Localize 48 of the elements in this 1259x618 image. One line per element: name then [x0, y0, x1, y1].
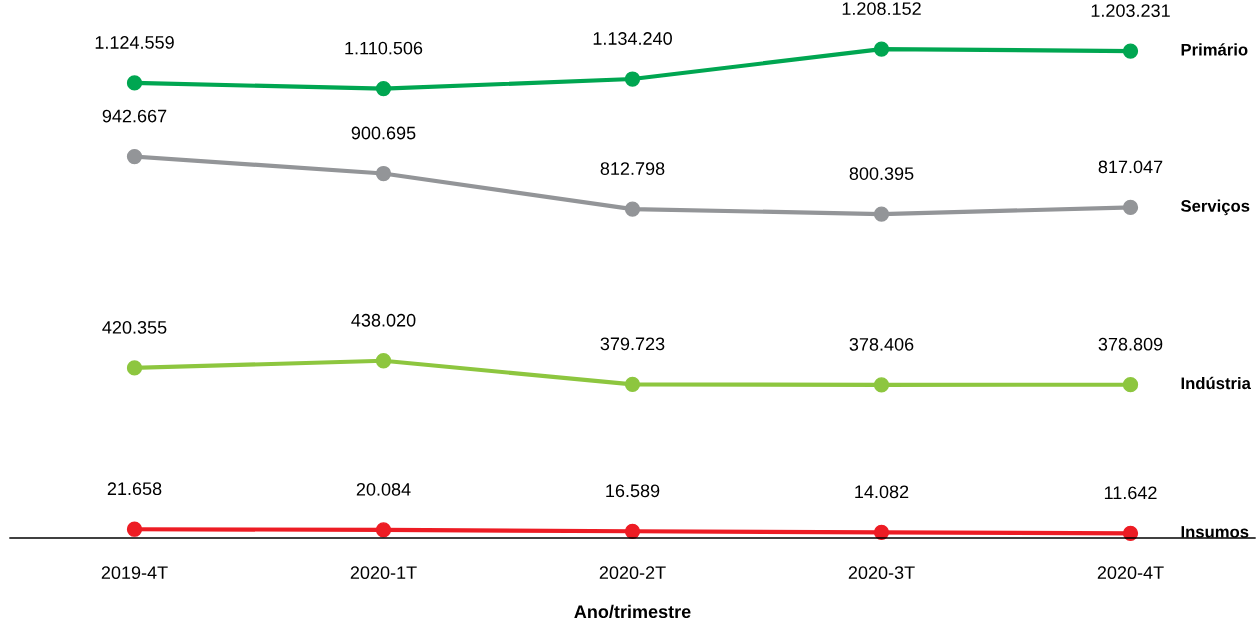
x-tick-label: 2020-1T: [350, 566, 417, 580]
point: [1122, 199, 1139, 216]
point: [873, 206, 890, 222]
point: [375, 522, 392, 538]
point: [126, 360, 143, 376]
data-label: 379.723: [600, 337, 665, 351]
point: [624, 71, 641, 87]
data-label: 1.110.506: [345, 41, 423, 55]
data-label: 1.134.240: [593, 32, 672, 45]
data-label: 1.203.231: [1091, 4, 1170, 17]
data-label: 11.642: [1104, 486, 1157, 500]
data-label: 378.406: [849, 337, 914, 351]
data-label: 942.667: [102, 109, 167, 123]
data-label: 1.124.559: [95, 36, 174, 49]
point: [873, 377, 890, 393]
data-label: 1.208.152: [842, 2, 921, 15]
data-label: 812.798: [600, 162, 665, 175]
text: Indústria: [1181, 376, 1251, 390]
data-label: 14.082: [855, 485, 909, 499]
point: [375, 80, 392, 97]
point: [624, 523, 641, 539]
point: [873, 41, 890, 57]
text: Primário: [1181, 43, 1248, 56]
x-tick-label: 2020-4T: [1097, 566, 1164, 580]
x-tick-label: 2019-4T: [101, 566, 168, 580]
data-label: 420.355: [102, 320, 167, 334]
x-axis-title: Ano/trimestre: [574, 604, 691, 618]
data-label: 900.695: [351, 126, 416, 140]
point: [375, 165, 392, 182]
point: [1122, 43, 1139, 59]
point: [624, 201, 641, 217]
data-label: 21.658: [107, 482, 162, 496]
point: [1122, 377, 1139, 393]
point: [126, 521, 143, 537]
data-label: 438.020: [351, 313, 416, 327]
point: [375, 353, 392, 369]
text: Serviços: [1180, 199, 1250, 216]
x-tick-label: 2020-3T: [848, 566, 915, 580]
x-tick-label: 2020-2T: [599, 566, 666, 580]
data-label: 817.047: [1098, 160, 1163, 174]
point: [126, 75, 143, 91]
data-label: 800.395: [849, 167, 914, 180]
point: [624, 376, 641, 392]
text: Insumos: [1181, 526, 1249, 538]
data-label: 378.809: [1098, 337, 1163, 351]
point: [126, 148, 143, 165]
data-label: 20.084: [356, 482, 411, 496]
data-label: 16.589: [606, 484, 660, 498]
